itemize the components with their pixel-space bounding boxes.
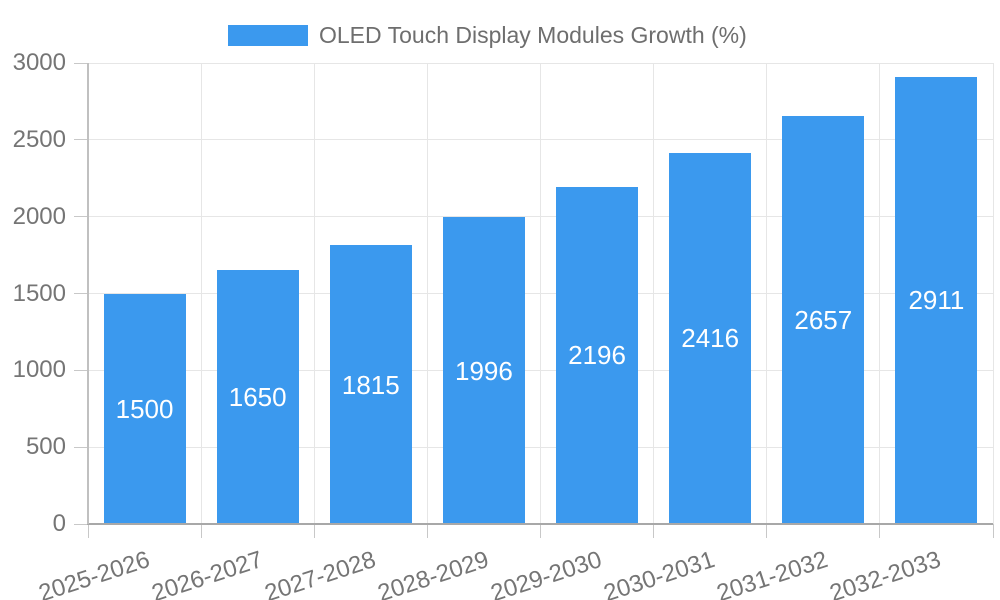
x-tick-mark [313, 524, 315, 538]
y-tick-mark [74, 216, 88, 218]
bar-value-label: 2196 [568, 340, 626, 371]
bar-value-label: 2657 [794, 304, 853, 335]
y-axis-tick-label: 0 [52, 510, 66, 537]
y-axis-tick-label: 500 [25, 433, 66, 461]
y-tick-mark [74, 139, 88, 141]
x-gridline [426, 63, 428, 524]
legend-color-swatch [228, 24, 308, 46]
y-tick-mark [74, 523, 88, 525]
bar[interactable]: 2196 [556, 186, 639, 524]
y-axis-tick-label: 1500 [12, 279, 66, 307]
bar-value-label: 2416 [681, 323, 740, 354]
bar[interactable]: 1815 [329, 245, 412, 524]
x-gridline [766, 63, 768, 524]
x-tick-mark [200, 524, 202, 538]
bar[interactable]: 1500 [103, 293, 186, 524]
x-tick-mark [992, 524, 994, 538]
x-gridline [992, 63, 994, 524]
x-tick-mark [426, 524, 428, 538]
x-gridline [879, 63, 881, 524]
bar[interactable]: 2911 [895, 76, 978, 524]
x-tick-mark [879, 524, 881, 538]
legend-label: OLED Touch Display Modules Growth (%) [319, 22, 747, 48]
y-tick-mark [74, 293, 88, 294]
x-tick-mark [87, 524, 89, 538]
y-axis-tick-label: 2000 [12, 202, 66, 230]
bar[interactable]: 2657 [782, 115, 865, 524]
bar-value-label: 2911 [908, 285, 965, 316]
x-gridline [540, 63, 541, 524]
x-tick-mark [653, 524, 655, 538]
bar-value-label: 1815 [341, 369, 400, 400]
bar-value-label: 1500 [115, 393, 174, 424]
y-axis-tick-label: 3000 [12, 49, 66, 76]
bar[interactable]: 1996 [442, 217, 525, 524]
y-axis-line [87, 63, 89, 524]
y-tick-mark [74, 369, 88, 371]
bar-value-label: 1996 [455, 355, 513, 386]
x-axis-line [87, 523, 993, 525]
y-axis-tick-label: 2500 [12, 125, 66, 153]
bar[interactable]: 2416 [669, 152, 752, 524]
x-tick-mark [766, 524, 768, 538]
x-gridline [653, 63, 655, 524]
x-gridline [313, 63, 315, 524]
legend-item[interactable]: OLED Touch Display Modules Growth (%) [228, 22, 747, 48]
bar-value-label: 1650 [228, 382, 287, 413]
y-axis-tick-label: 1000 [12, 356, 66, 384]
y-tick-mark [74, 446, 88, 448]
bar[interactable]: 1650 [216, 270, 299, 524]
x-gridline [200, 63, 202, 524]
y-tick-mark [74, 62, 88, 64]
x-tick-mark [540, 524, 541, 538]
